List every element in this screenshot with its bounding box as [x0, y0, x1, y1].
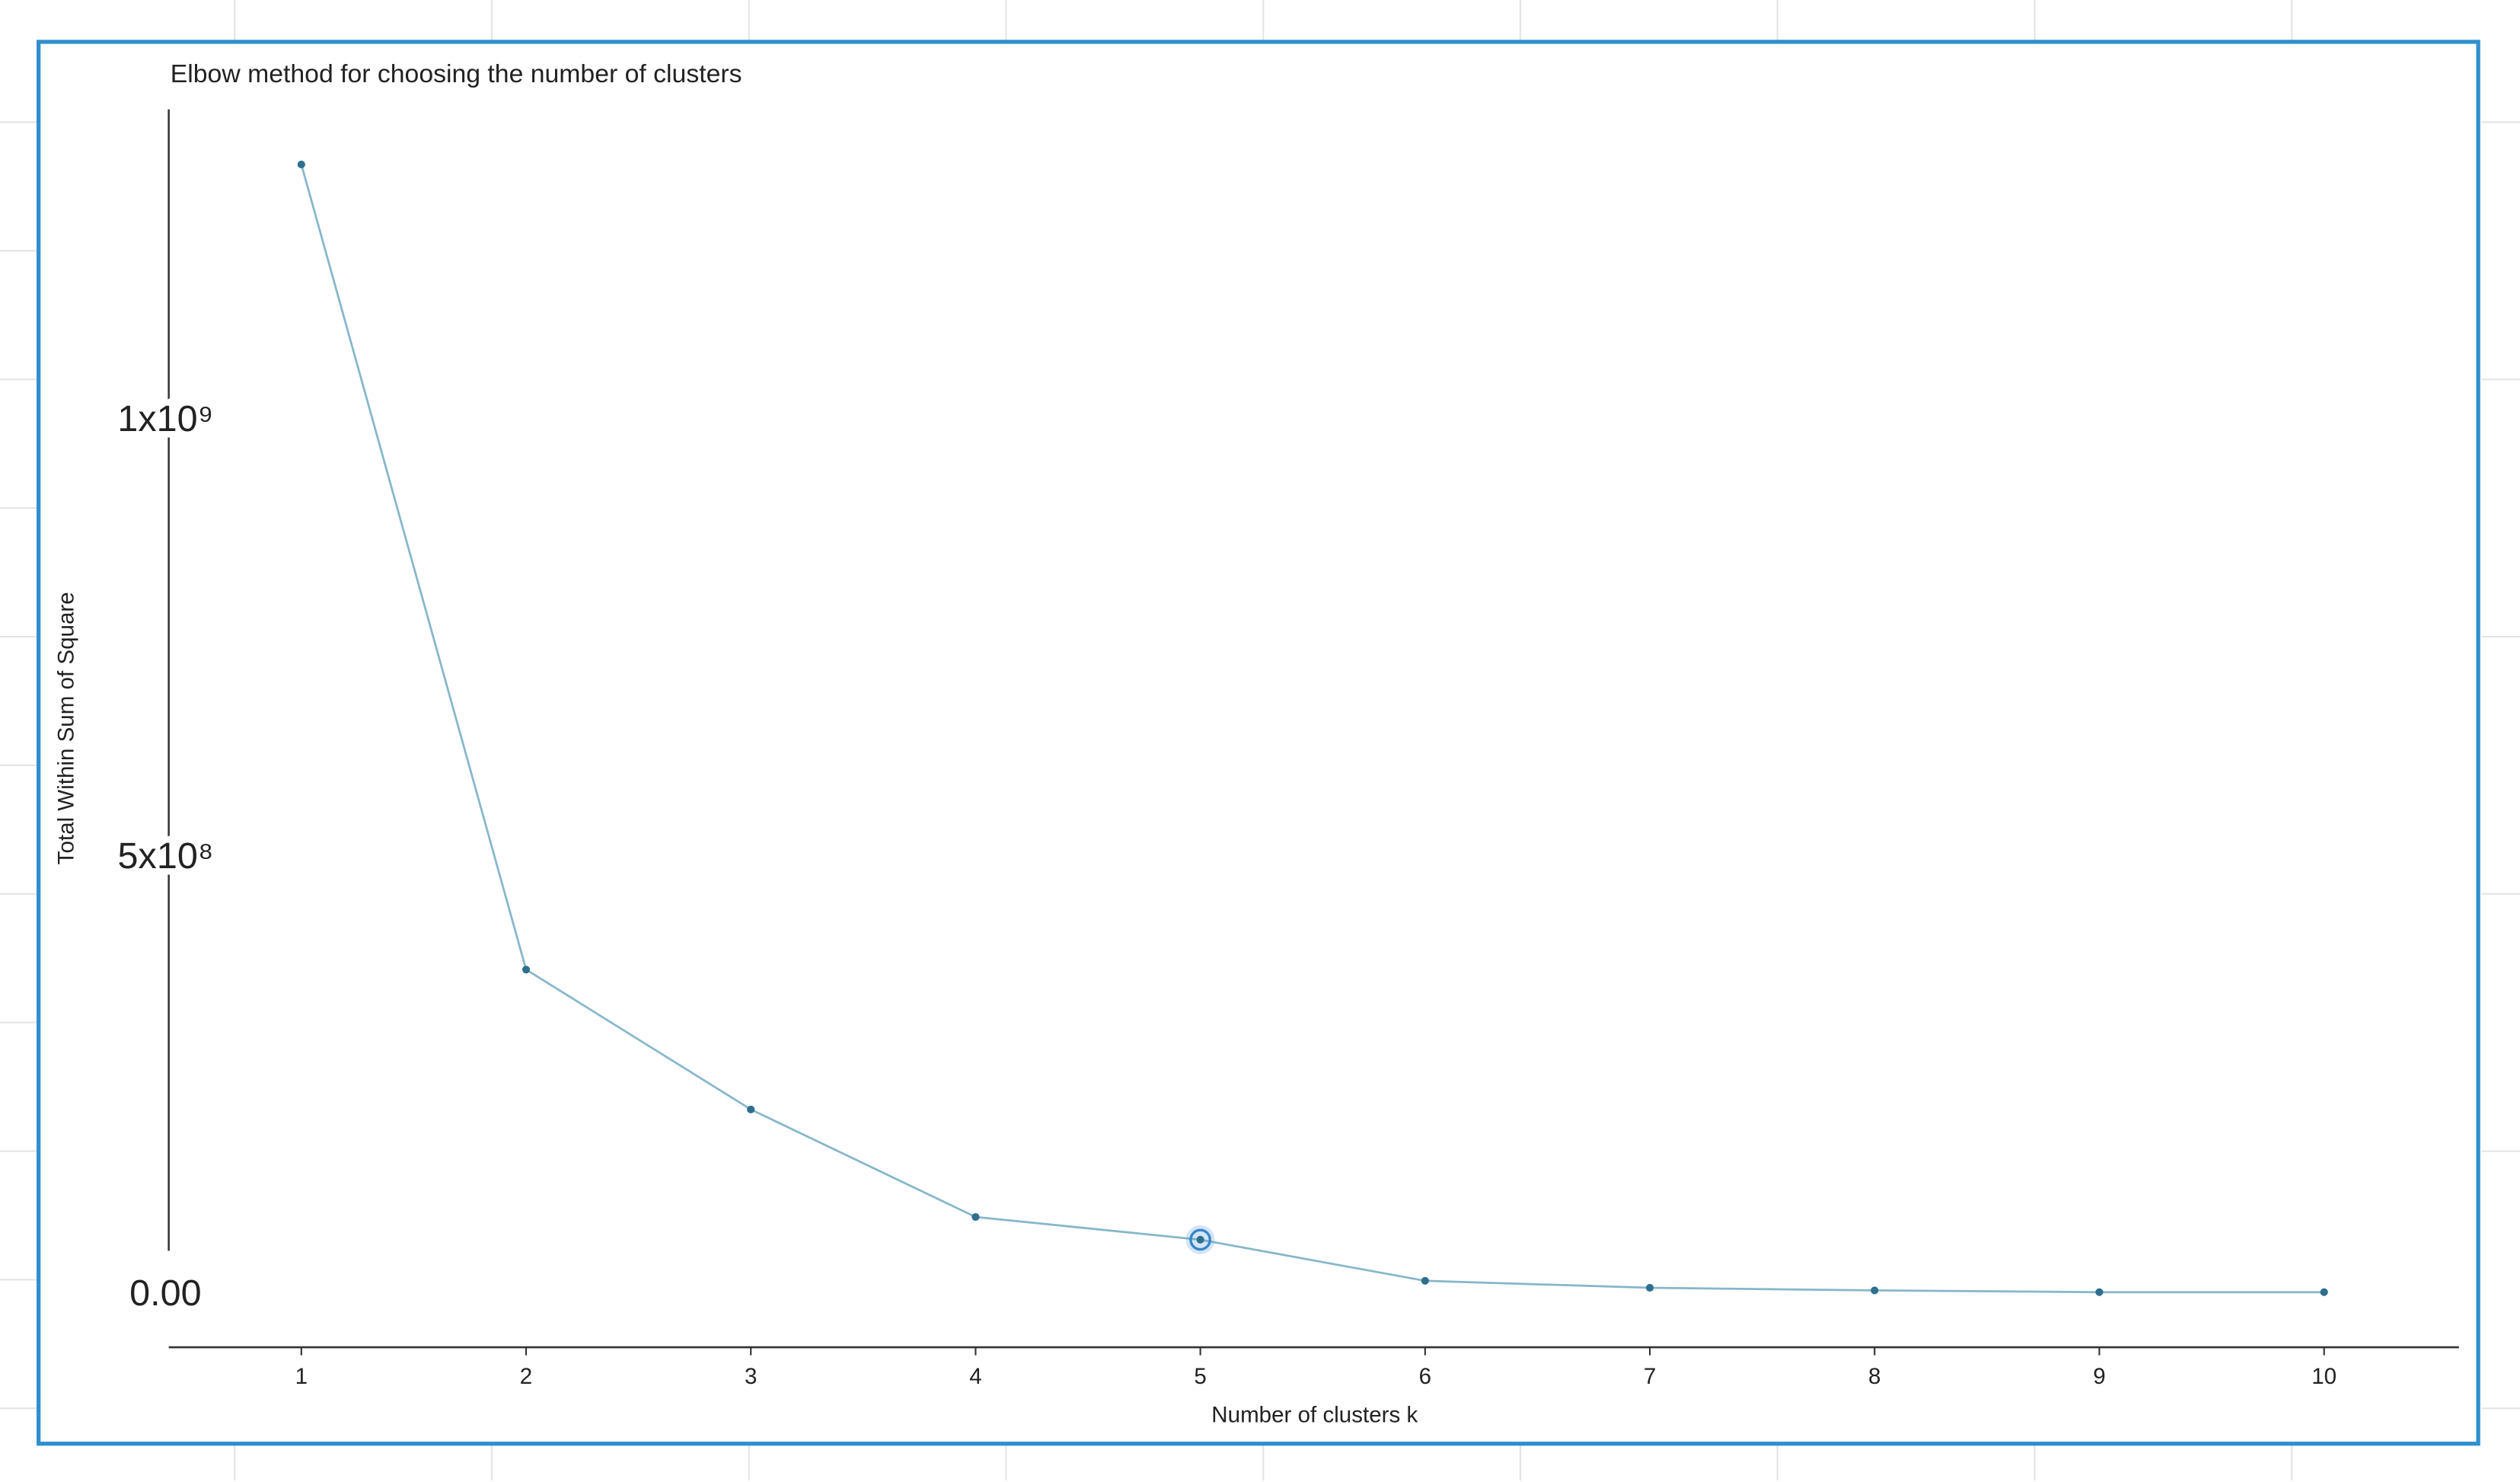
- y-tick-label: 0.00: [129, 1273, 202, 1314]
- highlight-ring: [1189, 1228, 1211, 1251]
- x-tick-label: 4: [969, 1364, 981, 1389]
- data-point: [1645, 1283, 1654, 1292]
- data-point: [747, 1105, 755, 1113]
- x-tick-label: 10: [2311, 1364, 2337, 1389]
- data-point: [2095, 1288, 2104, 1296]
- x-axis-label: Number of clusters k: [1211, 1403, 1418, 1428]
- x-tick-label: 2: [520, 1364, 532, 1389]
- chart-title: Elbow method for choosing the number of …: [171, 59, 742, 88]
- x-tick-label: 6: [1419, 1364, 1431, 1389]
- y-axis-label: Total Within Sum of Square: [53, 592, 78, 864]
- x-tick-label: 7: [1644, 1364, 1656, 1389]
- x-tick-label: 9: [2093, 1364, 2105, 1389]
- x-tick-label: 3: [745, 1364, 757, 1389]
- chart-frame: [37, 40, 2480, 1446]
- data-point: [1421, 1276, 1429, 1285]
- x-tick-label: 8: [1868, 1364, 1880, 1389]
- data-point: [1196, 1235, 1204, 1244]
- data-point: [1871, 1286, 1879, 1295]
- y-tick-label: 1x10⁹: [117, 398, 213, 439]
- x-tick-label: 1: [295, 1364, 308, 1389]
- x-tick-label: 5: [1194, 1364, 1206, 1389]
- data-point: [522, 966, 531, 974]
- data-point: [297, 160, 305, 168]
- data-point: [971, 1212, 980, 1222]
- series-line: [300, 164, 2324, 1294]
- y-tick-label: 5x10⁸: [118, 835, 214, 877]
- data-point: [2320, 1288, 2328, 1296]
